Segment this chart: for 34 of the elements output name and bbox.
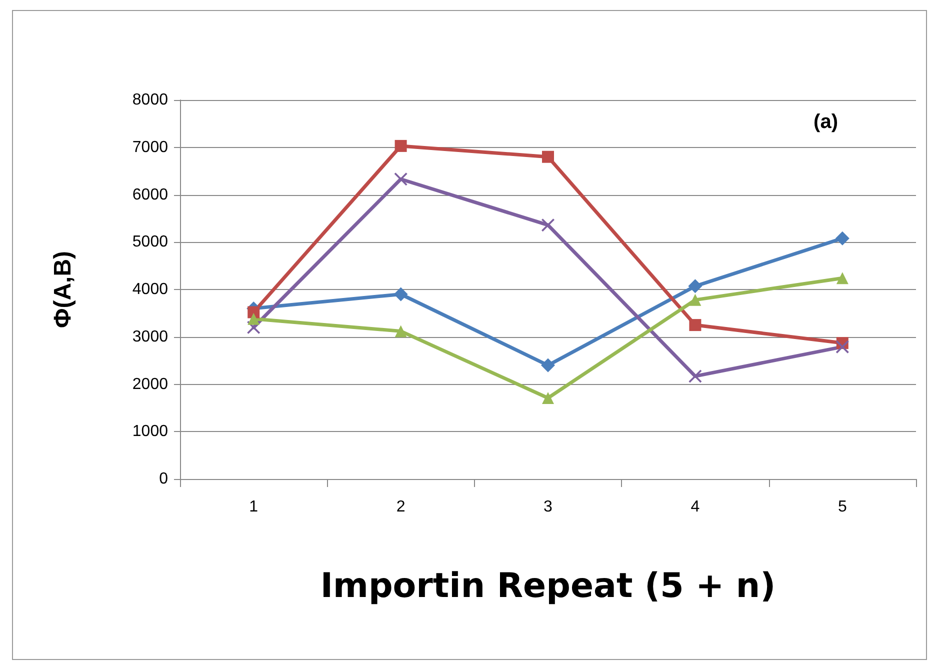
y-tick-label: 8000 xyxy=(132,92,168,108)
point xyxy=(394,287,408,302)
point xyxy=(394,140,407,152)
y-tick-label: 2000 xyxy=(132,376,168,393)
point xyxy=(542,392,554,404)
x-tick-label: 2 xyxy=(396,498,406,516)
point xyxy=(688,370,702,383)
point xyxy=(542,150,554,163)
point xyxy=(836,340,849,354)
point xyxy=(394,325,407,338)
y-tick-label: 0 xyxy=(159,470,168,488)
point xyxy=(248,306,260,318)
x-tick-label: 3 xyxy=(544,498,553,516)
y-tick-label: 4000 xyxy=(132,281,168,298)
y-tick-label: 7000 xyxy=(132,138,168,156)
point xyxy=(394,172,408,186)
point xyxy=(836,272,848,284)
point xyxy=(689,294,702,306)
point xyxy=(541,358,555,372)
point xyxy=(688,279,702,294)
point xyxy=(542,218,554,232)
point xyxy=(689,319,702,332)
x-axis-title: Importin Repeat (5 + n) xyxy=(320,566,776,606)
x-tick-label: 4 xyxy=(690,498,700,516)
x-tick-label: 1 xyxy=(249,498,258,516)
y-tick-label: 1000 xyxy=(132,423,168,440)
x-tick-label: 5 xyxy=(838,498,847,516)
point xyxy=(835,231,850,246)
point xyxy=(248,312,260,325)
y-tick-label: 6000 xyxy=(132,186,168,204)
y-axis-title: Φ(A,B) xyxy=(50,250,76,328)
y-tick-label: 5000 xyxy=(132,234,168,251)
annotation: (a) xyxy=(814,111,838,133)
y-tick-label: 3000 xyxy=(132,328,168,346)
